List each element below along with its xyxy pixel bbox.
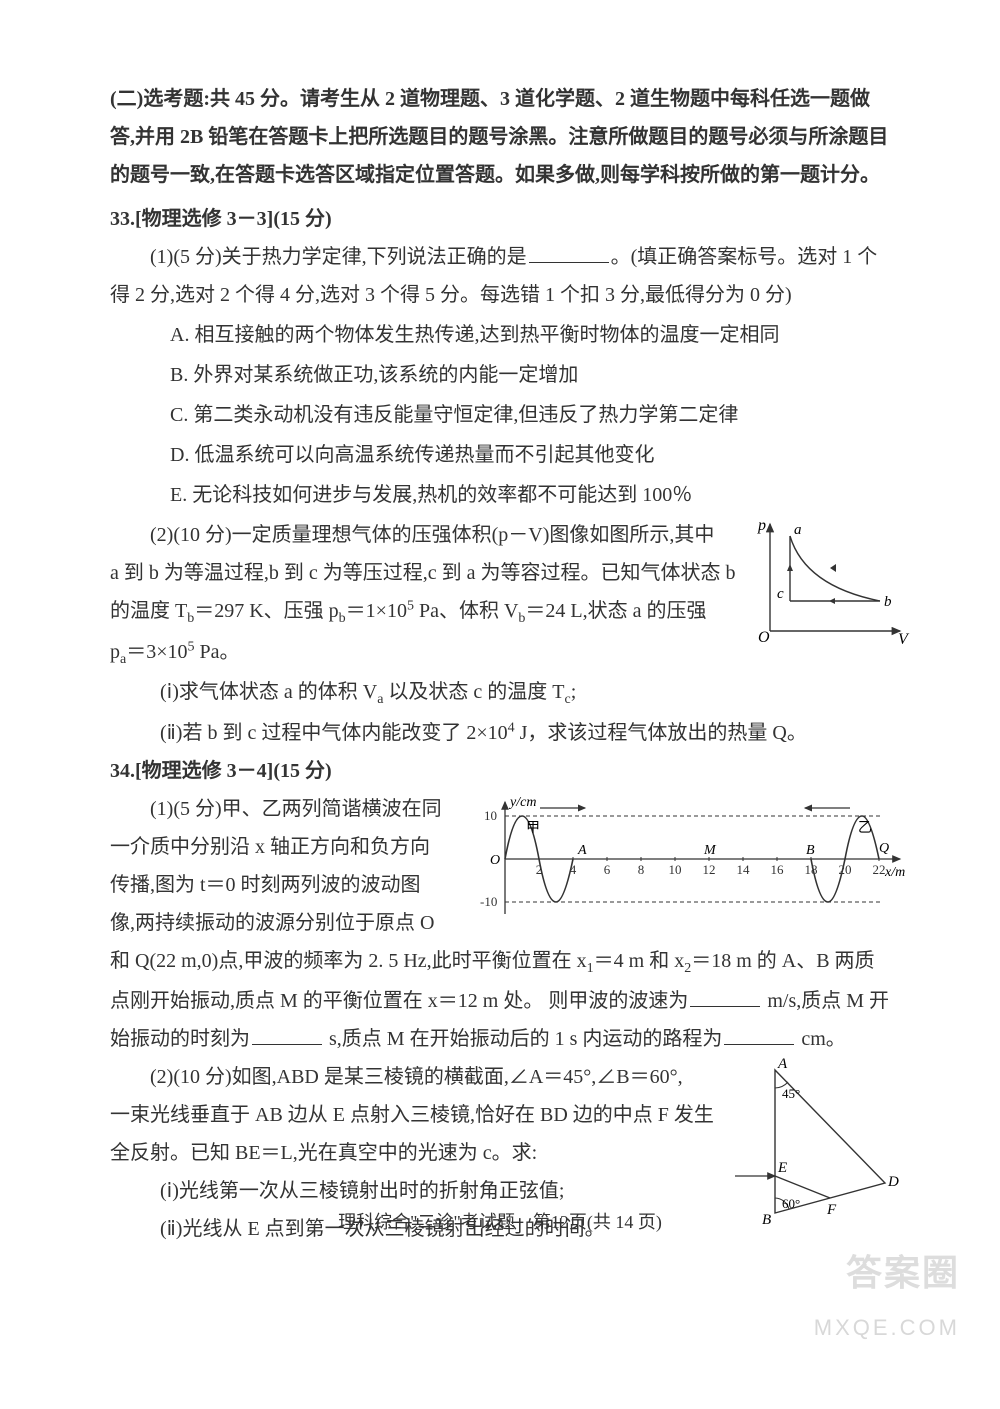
svg-text:-10: -10 <box>480 894 497 909</box>
sup: 5 <box>407 598 414 613</box>
q33-p2-l2: a 到 b 为等温过程,b 到 c 为等压过程,c 到 a 为等容过程。已知气体… <box>110 554 750 592</box>
t: 以及状态 c 的温度 T <box>383 681 564 703</box>
q33-p1: (1)(5 分)关于热力学定律,下列说法正确的是。(填正确答案标号。选对 1 个… <box>110 238 890 314</box>
q33-title: 33.[物理选修 3－3](15 分) <box>110 200 890 238</box>
q34-p1-l4: 像,两持续振动的波源分别位于原点 O <box>110 904 470 942</box>
blank <box>690 987 760 1007</box>
q33-part2-wrap: (2)(10 分)一定质量理想气体的压强体积(p－V)图像如图所示,其中 a 到… <box>110 516 890 673</box>
svg-text:10: 10 <box>669 862 682 877</box>
q33-p2-l1: (2)(10 分)一定质量理想气体的压强体积(p－V)图像如图所示,其中 <box>110 516 750 554</box>
sup: 5 <box>188 639 195 654</box>
lbl-D: D <box>887 1174 899 1190</box>
t: (ⅱ)若 b 到 c 过程中气体内能改变了 2×10 <box>160 722 508 744</box>
q33-pv-diagram: p V O a b c <box>750 516 910 646</box>
svg-text:4: 4 <box>570 862 577 877</box>
lbl-Q: Q <box>879 841 889 856</box>
wm-line2: MXQE.COM <box>814 1307 960 1349</box>
q33-optA: A. 相互接触的两个物体发生热传递,达到热平衡时物体的温度一定相同 <box>110 316 890 354</box>
axis-p: p <box>757 517 766 534</box>
t: ; <box>571 681 577 703</box>
axis-v: V <box>898 631 910 646</box>
lbl-a: a <box>794 522 802 538</box>
q34-p2-l2: 一束光线垂直于 AB 边从 E 点射入三棱镜,恰好在 BD 边的中点 F 发生 <box>110 1096 740 1134</box>
wm-line1: 答案圈 <box>814 1239 960 1307</box>
t: (ⅰ)求气体状态 a 的体积 V <box>160 681 377 703</box>
q34-title: 34.[物理选修 3－4](15 分) <box>110 752 890 790</box>
svg-text:14: 14 <box>737 862 751 877</box>
origin-O: O <box>758 629 770 646</box>
x-ticks: 2 4 6 8 10 12 14 16 18 20 22 <box>536 862 886 877</box>
svg-text:2: 2 <box>536 862 543 877</box>
q34-p1-l6: 点刚开始振动,质点 M 的平衡位置在 x＝12 m 处。 则甲波的波速为 m/s… <box>110 982 890 1020</box>
t: ＝1×10 <box>346 600 407 622</box>
q34-part1-wrap: (1)(5 分)甲、乙两列简谐横波在同 一介质中分别沿 x 轴正方向和负方向 传… <box>110 790 890 942</box>
q34-prism-diagram: A B D E F 45° 60° <box>730 1058 900 1228</box>
axis-y: y/cm <box>508 795 536 810</box>
svg-text:8: 8 <box>638 862 645 877</box>
t: 点刚开始振动,质点 M 的平衡位置在 x＝12 m 处。 则甲波的波速为 <box>110 990 688 1012</box>
t: ＝18 m 的 A、B 两质 <box>691 950 874 972</box>
t: m/s,质点 M 开 <box>762 990 889 1012</box>
svg-text:10: 10 <box>484 808 497 823</box>
lbl-E: E <box>777 1160 787 1176</box>
page-footer: 理科综合"二诊"考试题 第12页(共 14 页) <box>0 1205 1000 1239</box>
q33-optD: D. 低温系统可以向高温系统传递热量而不引起其他变化 <box>110 436 890 474</box>
svg-text:6: 6 <box>604 862 611 877</box>
q34-p1-l3: 传播,图为 t＝0 时刻两列波的波动图 <box>110 866 470 904</box>
lbl-jia: 甲 <box>526 821 540 836</box>
section-header: (二)选考题:共 45 分。请考生从 2 道物理题、3 道化学题、2 道生物题中… <box>110 80 890 194</box>
svg-text:16: 16 <box>771 862 785 877</box>
angle-A: 45° <box>782 1086 800 1101</box>
q33-optC: C. 第二类永动机没有违反能量守恒定律,但违反了热力学第二定律 <box>110 396 890 434</box>
lbl-B: B <box>806 843 815 858</box>
t: 和 Q(22 m,0)点,甲波的频率为 2. 5 Hz,此时平衡位置在 x <box>110 950 587 972</box>
t: p <box>110 641 120 663</box>
svg-text:12: 12 <box>703 862 716 877</box>
svg-text:20: 20 <box>839 862 852 877</box>
axis-x: x/m <box>884 865 905 880</box>
q34-p2-l1: (2)(10 分)如图,ABD 是某三棱镜的横截面,∠A＝45°,∠B＝60°, <box>110 1058 740 1096</box>
q33-p2-q1: (ⅰ)求气体状态 a 的体积 Va 以及状态 c 的温度 Tc; <box>110 673 890 714</box>
q34-p1-l7: 始振动的时刻为 s,质点 M 在开始振动后的 1 s 内运动的路程为 cm。 <box>110 1020 890 1058</box>
sub: 1 <box>587 961 594 976</box>
t: s,质点 M 在开始振动后的 1 s 内运动的路程为 <box>324 1028 722 1050</box>
q34-p1-l1: (1)(5 分)甲、乙两列简谐横波在同 <box>110 790 470 828</box>
origin-O: O <box>490 853 500 868</box>
t: ＝3×10 <box>126 641 187 663</box>
q34-p1-l2: 一介质中分别沿 x 轴正方向和负方向 <box>110 828 470 866</box>
lbl-c: c <box>777 586 784 602</box>
q33-p2-l4: pa＝3×105 Pa。 <box>110 633 750 674</box>
q34-p2-l3: 全反射。已知 BE＝L,光在真空中的光速为 c。求: <box>110 1134 740 1172</box>
t: 始振动的时刻为 <box>110 1028 250 1050</box>
svg-text:22: 22 <box>873 862 886 877</box>
t: J，求该过程气体放出的热量 Q。 <box>515 722 807 744</box>
q34-wave-diagram: 2 4 6 8 10 12 14 16 18 20 22 10 -10 y/cm… <box>480 794 910 924</box>
t: 的温度 T <box>110 600 187 622</box>
t: ＝297 K、压强 p <box>194 600 338 622</box>
blank <box>529 243 609 263</box>
sup: 4 <box>508 720 515 735</box>
sub: b <box>339 611 346 626</box>
lbl-A: A <box>777 1058 788 1072</box>
lbl-yi: 乙 <box>858 820 872 836</box>
q33-optE: E. 无论科技如何进步与发展,热机的效率都不可能达到 100％ <box>110 476 890 514</box>
lbl-A: A <box>577 843 587 858</box>
lbl-b: b <box>884 594 892 610</box>
blank <box>252 1025 322 1045</box>
watermark: 答案圈 MXQE.COM <box>814 1239 960 1349</box>
blank <box>724 1025 794 1045</box>
q33-optB: B. 外界对某系统做正功,该系统的内能一定增加 <box>110 356 890 394</box>
q33-p2-l3: 的温度 Tb＝297 K、压强 pb＝1×105 Pa、体积 Vb＝24 L,状… <box>110 592 750 633</box>
lbl-M: M <box>703 843 717 858</box>
t: Pa、体积 V <box>414 600 518 622</box>
q33-p1-intro: (1)(5 分)关于热力学定律,下列说法正确的是 <box>150 246 527 268</box>
q34-p1-l5: 和 Q(22 m,0)点,甲波的频率为 2. 5 Hz,此时平衡位置在 x1＝4… <box>110 942 890 983</box>
t: Pa。 <box>195 641 240 663</box>
t: ＝4 m 和 x <box>594 950 685 972</box>
svg-text:18: 18 <box>805 862 818 877</box>
q33-p2-q2: (ⅱ)若 b 到 c 过程中气体内能改变了 2×104 J，求该过程气体放出的热… <box>110 714 890 752</box>
t: cm。 <box>796 1028 845 1050</box>
t: ＝24 L,状态 a 的压强 <box>525 600 706 622</box>
